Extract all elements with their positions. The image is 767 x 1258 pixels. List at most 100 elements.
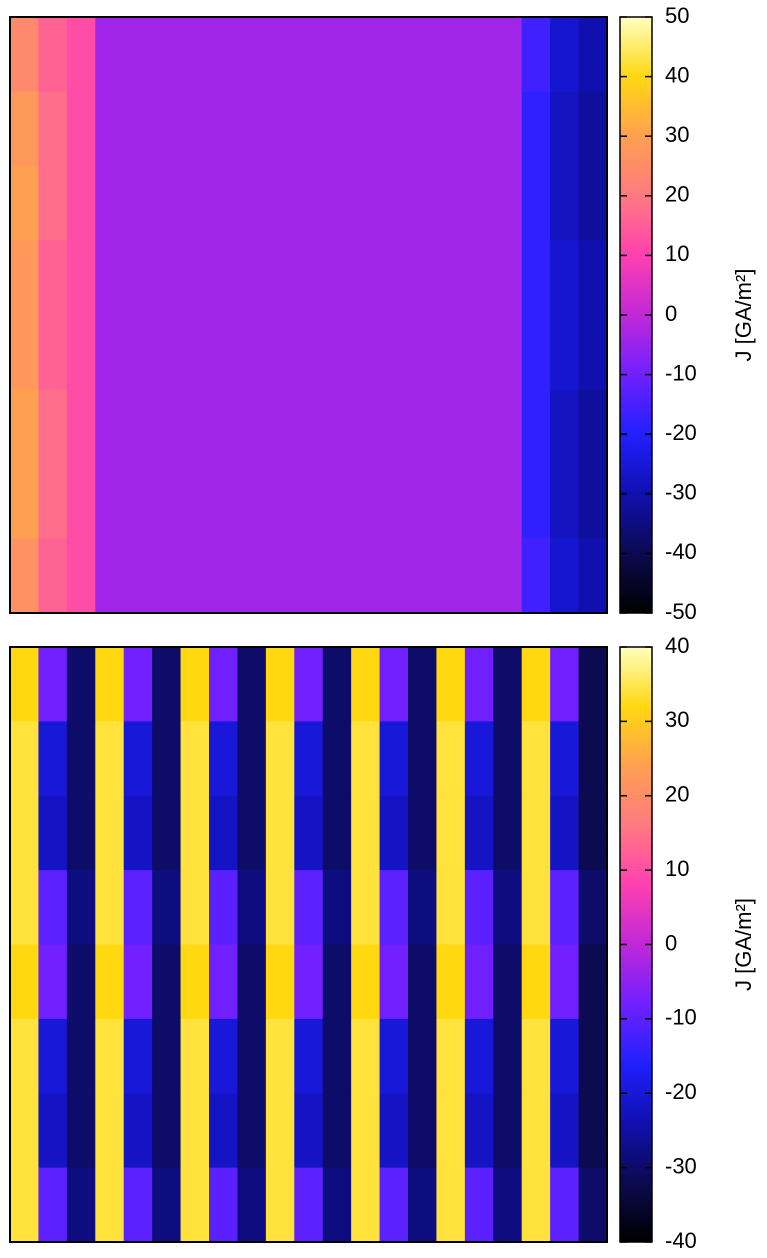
heatmap-cell bbox=[123, 240, 153, 316]
heatmap-cell bbox=[464, 1167, 494, 1243]
heatmap-cell bbox=[521, 870, 551, 945]
heatmap-cell bbox=[294, 538, 324, 614]
heatmap-cell bbox=[265, 1093, 295, 1169]
heatmap-cell bbox=[294, 795, 324, 871]
heatmap-cell bbox=[38, 389, 68, 465]
heatmap-cell bbox=[294, 1167, 324, 1243]
heatmap-cell bbox=[436, 721, 466, 797]
heatmap-cell bbox=[294, 240, 324, 316]
heatmap-cell bbox=[322, 17, 352, 92]
heatmap-cell bbox=[265, 870, 295, 945]
heatmap-cell bbox=[351, 17, 381, 92]
heatmap-cell bbox=[10, 389, 39, 465]
heatmap-cell bbox=[493, 389, 523, 465]
heatmap-cell bbox=[578, 240, 608, 316]
heatmap-cell bbox=[351, 91, 381, 167]
heatmap-cell bbox=[152, 315, 182, 390]
heatmap-cell bbox=[351, 721, 381, 797]
heatmap-cell bbox=[123, 166, 153, 241]
heatmap-cell bbox=[464, 166, 494, 241]
heatmap-cell bbox=[66, 795, 96, 871]
colorbar-tick-label: 50 bbox=[665, 3, 689, 28]
heatmap-cell bbox=[322, 1093, 352, 1169]
heatmap-cell bbox=[95, 1018, 125, 1094]
heatmap-cell bbox=[493, 91, 523, 167]
heatmap-cell bbox=[408, 1093, 437, 1169]
heatmap-cell bbox=[123, 795, 153, 871]
colorbar-tick-label: 10 bbox=[665, 241, 689, 266]
heatmap-cell bbox=[123, 389, 153, 465]
heatmap-cell bbox=[578, 389, 608, 465]
heatmap-cell bbox=[209, 315, 238, 390]
heatmap-cell bbox=[521, 1093, 551, 1169]
heatmap-cell bbox=[38, 91, 68, 167]
heatmap-cell bbox=[493, 17, 523, 92]
heatmap-cell bbox=[180, 647, 210, 722]
heatmap-cell bbox=[95, 538, 125, 614]
heatmap-cell bbox=[66, 870, 96, 945]
heatmap-cell bbox=[578, 538, 608, 614]
heatmap-cell bbox=[237, 944, 267, 1020]
heatmap-cell bbox=[95, 795, 125, 871]
heatmap-cell bbox=[180, 795, 210, 871]
heatmap-cell bbox=[550, 538, 580, 614]
heatmap-cell bbox=[152, 91, 182, 167]
heatmap-cell bbox=[578, 91, 608, 167]
heatmap-cell bbox=[294, 17, 324, 92]
heatmap-cell bbox=[379, 91, 409, 167]
heatmap-cell bbox=[351, 240, 381, 316]
heatmap-cell bbox=[351, 315, 381, 390]
heatmap-cell bbox=[66, 944, 96, 1020]
heatmap-cell bbox=[493, 166, 523, 241]
heatmap-cell bbox=[38, 464, 68, 539]
heatmap-cell bbox=[237, 315, 267, 390]
heatmap-cell bbox=[152, 538, 182, 614]
heatmap-cell bbox=[180, 315, 210, 390]
heatmap-cell bbox=[351, 166, 381, 241]
heatmap-cell bbox=[436, 538, 466, 614]
heatmap-cell bbox=[209, 870, 238, 945]
heatmap-cell bbox=[180, 91, 210, 167]
heatmap-cell bbox=[180, 464, 210, 539]
heatmap-cell bbox=[123, 944, 153, 1020]
heatmap-cell bbox=[237, 389, 267, 465]
heatmap-cell bbox=[436, 166, 466, 241]
heatmap-cell bbox=[436, 315, 466, 390]
heatmap-cell bbox=[66, 1167, 96, 1243]
heatmap-cell bbox=[209, 647, 238, 722]
heatmap-cell bbox=[265, 721, 295, 797]
heatmap-cell bbox=[152, 1167, 182, 1243]
heatmap-cell bbox=[152, 17, 182, 92]
heatmap-cell bbox=[152, 464, 182, 539]
heatmap-cell bbox=[521, 17, 551, 92]
heatmap-cell bbox=[38, 166, 68, 241]
heatmap-cell bbox=[322, 1018, 352, 1094]
heatmap-cell bbox=[521, 91, 551, 167]
heatmap-cell bbox=[493, 1167, 523, 1243]
heatmap-cell bbox=[351, 538, 381, 614]
heatmap-cell bbox=[464, 1093, 494, 1169]
heatmap-cell bbox=[464, 795, 494, 871]
colorbar-tick-label: 30 bbox=[665, 707, 689, 732]
heatmap-cell bbox=[578, 1093, 608, 1169]
heatmap-cell bbox=[265, 91, 295, 167]
heatmap-cell bbox=[265, 1167, 295, 1243]
heatmap-cell bbox=[379, 721, 409, 797]
heatmap-cell bbox=[379, 389, 409, 465]
heatmap-cell bbox=[578, 647, 608, 722]
heatmap-cell bbox=[123, 1018, 153, 1094]
heatmap-cell bbox=[66, 721, 96, 797]
heatmap-cell bbox=[464, 240, 494, 316]
heatmap-cell bbox=[10, 315, 39, 390]
heatmap-cell bbox=[294, 944, 324, 1020]
heatmap-cell bbox=[493, 944, 523, 1020]
heatmap-cell bbox=[265, 464, 295, 539]
heatmap-cell bbox=[408, 538, 437, 614]
heatmap-cell bbox=[550, 1167, 580, 1243]
heatmap-cell bbox=[436, 1167, 466, 1243]
heatmap-cell bbox=[351, 389, 381, 465]
heatmap-cell bbox=[322, 389, 352, 465]
heatmap-cell bbox=[521, 647, 551, 722]
heatmap-cell bbox=[521, 721, 551, 797]
heatmap-cell bbox=[209, 166, 238, 241]
